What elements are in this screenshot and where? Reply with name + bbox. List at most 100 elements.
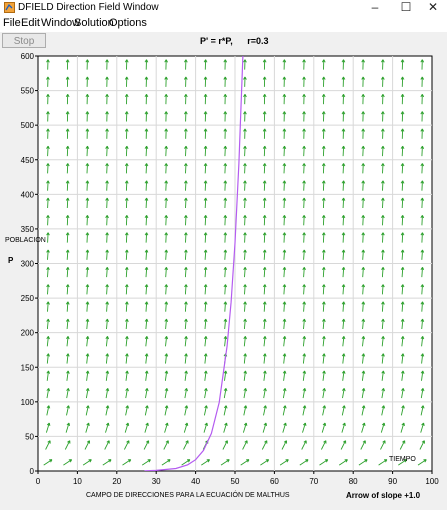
direction-arrow bbox=[223, 301, 228, 312]
x-tick-label: 80 bbox=[349, 477, 358, 486]
direction-arrow bbox=[46, 232, 50, 243]
direction-arrow bbox=[302, 370, 307, 381]
direction-arrow bbox=[184, 76, 188, 87]
menu-window[interactable]: Window bbox=[41, 17, 81, 29]
direction-arrow bbox=[46, 370, 51, 381]
direction-arrow bbox=[341, 370, 346, 381]
direction-arrow bbox=[105, 405, 110, 416]
direction-arrow bbox=[203, 318, 208, 330]
direction-arrow bbox=[223, 422, 228, 433]
direction-arrow bbox=[184, 197, 188, 209]
direction-arrow bbox=[144, 111, 149, 122]
direction-arrow bbox=[302, 318, 307, 330]
direction-arrow bbox=[184, 336, 188, 347]
direction-arrow bbox=[341, 59, 346, 70]
menu-file[interactable]: File bbox=[3, 17, 21, 29]
direction-arrow bbox=[85, 388, 90, 399]
x-axis-label: TIEMPO bbox=[389, 456, 416, 463]
direction-arrow bbox=[125, 232, 129, 243]
direction-arrow bbox=[164, 336, 169, 347]
direction-arrow bbox=[420, 318, 425, 330]
direction-arrow bbox=[203, 266, 208, 278]
direction-arrow bbox=[164, 111, 168, 122]
direction-arrow bbox=[105, 388, 110, 399]
direction-arrow bbox=[302, 284, 306, 295]
direction-arrow bbox=[282, 128, 287, 139]
maximize-button[interactable]: ☐ bbox=[400, 0, 412, 14]
direction-arrow bbox=[203, 215, 208, 226]
direction-arrow bbox=[321, 422, 327, 433]
menu-bar: File Edit Window Solution Options bbox=[0, 15, 447, 32]
close-button[interactable]: ✕ bbox=[427, 0, 439, 14]
direction-arrow bbox=[46, 405, 51, 416]
direction-arrow bbox=[46, 266, 50, 278]
direction-arrow bbox=[301, 440, 307, 450]
direction-arrow bbox=[46, 76, 50, 87]
direction-arrow bbox=[65, 318, 70, 330]
direction-arrow bbox=[381, 111, 385, 122]
direction-arrow bbox=[203, 180, 208, 191]
direction-arrow bbox=[105, 370, 110, 381]
direction-arrow bbox=[203, 76, 208, 87]
direction-arrow bbox=[65, 284, 70, 295]
direction-arrow bbox=[125, 318, 129, 330]
direction-arrow bbox=[243, 180, 247, 191]
direction-arrow bbox=[243, 336, 247, 347]
menu-solution[interactable]: Solution bbox=[74, 17, 114, 29]
direction-arrow bbox=[223, 145, 228, 157]
equation-parameter: r=0.3 bbox=[247, 36, 269, 46]
menu-options[interactable]: Options bbox=[109, 17, 147, 29]
direction-arrow bbox=[340, 440, 347, 450]
direction-arrow bbox=[184, 318, 188, 330]
direction-arrow bbox=[144, 370, 149, 381]
direction-arrow bbox=[341, 336, 346, 347]
direction-arrow bbox=[282, 266, 287, 278]
direction-arrow bbox=[341, 128, 346, 139]
direction-arrow bbox=[341, 266, 346, 278]
direction-arrow bbox=[203, 249, 208, 260]
direction-arrow bbox=[144, 215, 149, 226]
x-tick-label: 100 bbox=[425, 477, 439, 486]
direction-arrow bbox=[243, 76, 247, 87]
direction-arrow bbox=[223, 284, 228, 295]
direction-arrow bbox=[164, 318, 169, 330]
direction-arrow bbox=[302, 163, 306, 174]
direction-arrow bbox=[184, 163, 188, 174]
stop-button[interactable]: Stop bbox=[2, 33, 46, 48]
direction-arrow bbox=[203, 336, 208, 347]
direction-arrow bbox=[124, 111, 129, 122]
direction-arrow bbox=[184, 93, 188, 105]
direction-arrow bbox=[105, 318, 110, 330]
direction-arrow bbox=[243, 93, 247, 105]
direction-arrow bbox=[381, 59, 385, 70]
direction-arrow bbox=[282, 284, 287, 295]
direction-arrow bbox=[203, 59, 208, 70]
direction-arrow bbox=[223, 318, 228, 330]
direction-arrow bbox=[164, 301, 169, 312]
direction-arrow bbox=[66, 370, 70, 381]
y-tick-label: 400 bbox=[21, 190, 35, 199]
direction-arrow bbox=[184, 405, 189, 416]
direction-arrow bbox=[85, 353, 90, 364]
minimize-button[interactable]: – bbox=[371, 0, 379, 14]
direction-arrow bbox=[223, 76, 228, 87]
direction-arrow bbox=[124, 163, 129, 174]
direction-arrow bbox=[104, 440, 110, 450]
direction-arrow bbox=[302, 249, 306, 260]
direction-arrow bbox=[243, 111, 247, 122]
direction-arrow bbox=[164, 422, 169, 433]
direction-arrow bbox=[361, 215, 366, 226]
direction-arrow bbox=[144, 59, 149, 70]
direction-arrow bbox=[85, 422, 90, 433]
direction-arrow bbox=[400, 93, 405, 105]
direction-arrow bbox=[144, 249, 149, 260]
direction-arrow bbox=[400, 180, 405, 191]
direction-arrow bbox=[203, 301, 208, 312]
direction-arrow bbox=[262, 215, 267, 226]
direction-arrow bbox=[164, 180, 169, 191]
menu-edit[interactable]: Edit bbox=[21, 17, 40, 29]
direction-arrow bbox=[105, 249, 109, 260]
y-tick-label: 450 bbox=[21, 156, 35, 165]
direction-arrow bbox=[420, 76, 425, 87]
direction-field-plot[interactable]: 0 10 20 30 40 50 60 70 80 90 100 0 50 100 150 200 250 300… bbox=[0, 50, 447, 510]
